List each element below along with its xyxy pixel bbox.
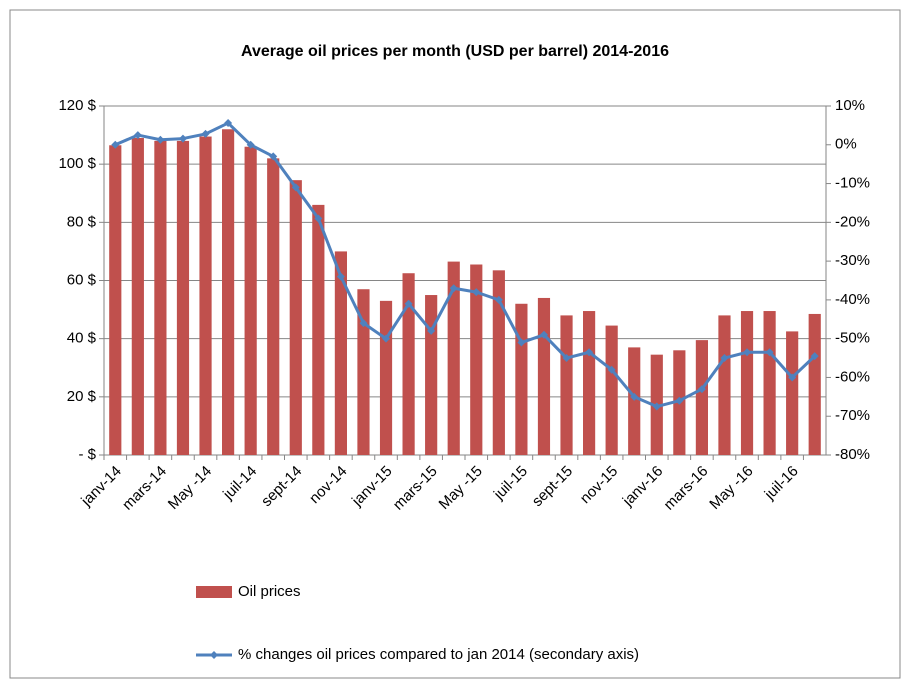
line-marker [675,396,684,405]
line-marker [201,129,210,138]
line-marker [539,330,548,339]
line-marker [133,131,142,140]
bar [492,270,505,455]
line-marker [562,354,571,363]
chart-title: Average oil prices per month (USD per ba… [241,43,669,60]
bar [628,347,641,455]
bar [379,300,393,455]
y-tick-label: 100 $ [58,155,96,172]
y-tick-label: 120 $ [58,97,96,114]
bar [312,204,325,455]
line-marker [743,348,752,357]
line [114,121,816,409]
bar [537,297,551,455]
bar [199,136,212,455]
line-marker [336,272,345,281]
y2-tick-label: 10% [835,97,865,114]
y-tick-label: 80 $ [67,213,97,230]
bar [470,264,483,455]
line-marker [224,119,233,128]
line-marker [720,354,729,363]
y-tick-label: 20 $ [67,388,97,405]
bar [402,273,415,455]
line-marker [404,299,413,308]
line-marker [810,352,819,361]
bar [808,313,821,455]
bar [244,146,257,455]
line-marker [427,326,436,335]
line-marker [517,338,526,347]
bar [695,340,708,455]
bar [131,137,144,455]
line-marker [585,348,594,357]
y2-tick-label: -20% [835,213,870,230]
bar [740,311,754,455]
bar [447,261,460,455]
line-marker [291,183,300,192]
y2-tick-label: -70% [835,407,870,424]
bar [334,251,347,455]
bar [222,129,235,455]
line-marker [111,140,120,149]
y2-tick-label: -40% [835,291,870,308]
bar [267,158,280,455]
line-marker [449,284,458,293]
legend-label: % changes oil prices compared to jan 201… [238,646,639,663]
bar [289,180,302,455]
y2-tick-label: -30% [835,252,870,269]
bar [786,331,799,455]
legend-marker [210,651,218,659]
line-marker [246,140,255,149]
line-marker [697,385,706,394]
y2-tick-label: -60% [835,368,870,385]
bar [425,295,438,455]
line-marker [382,334,391,343]
legend-swatch [196,586,232,598]
bar [763,311,776,455]
line-marker [472,288,481,297]
y-tick-label: 40 $ [67,330,97,347]
line-marker [494,295,503,304]
line-marker [359,319,368,328]
bar [109,145,122,455]
bar [176,140,190,455]
line-marker [788,373,797,382]
y2-tick-label: -80% [835,446,870,463]
y-tick-label: - $ [78,446,96,463]
bar [154,140,167,455]
line-marker [652,402,661,411]
line-marker [156,135,165,144]
bar [605,325,618,455]
line-marker [630,392,639,401]
line-marker [765,348,774,357]
y2-tick-label: -50% [835,330,870,347]
legend-label: Oil prices [238,583,301,600]
y2-tick-label: 0% [835,136,857,153]
bar [560,315,573,455]
line-marker [178,134,187,143]
y-tick-label: 60 $ [67,271,97,288]
line-marker [314,214,323,223]
line-marker [269,152,278,161]
bar [357,289,370,455]
line-marker [607,365,616,374]
bar [718,315,731,455]
bar [515,303,528,455]
bar [583,311,596,455]
y2-tick-label: -10% [835,175,870,192]
